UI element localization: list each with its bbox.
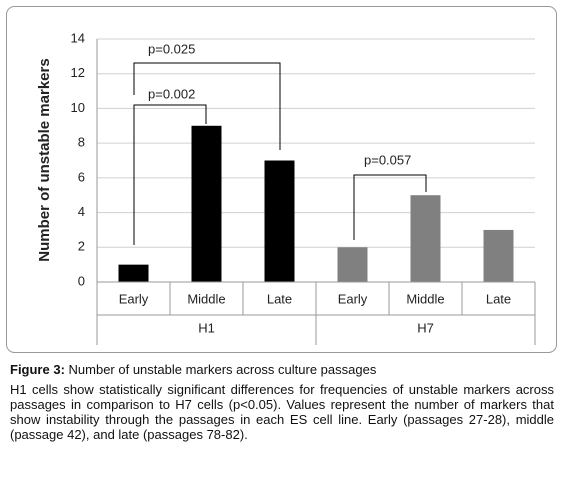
y-axis-title: Number of unstable markers [36,58,53,261]
chart: Number of unstable markers 0 2 4 6 8 10 12 14 H1… [6,6,557,353]
brackets [133,62,427,245]
bar [191,125,222,283]
bar [337,247,368,282]
x-tick-label: Late [267,291,292,306]
bar [118,264,149,282]
chart-border [6,6,557,353]
group-label: H7 [417,320,434,335]
caption-text: H1 cells show statistically significant … [10,382,554,442]
bar [264,160,295,282]
annotation: p=0.025 [148,41,195,56]
y-tick-label: 0 [78,273,85,288]
bracket [133,62,281,150]
y-tick-label: 10 [71,100,85,115]
x-tick-label: Middle [187,291,225,306]
y-tick-label: 12 [71,65,85,80]
y-tick-label: 6 [78,169,85,184]
x-tick-label: Early [338,291,368,306]
y-tick-label: 2 [78,239,85,254]
caption-label: Figure 3: [10,362,65,377]
bar [483,229,514,282]
y-tick-label: 8 [78,135,85,150]
bar [410,195,441,282]
bracket [133,104,207,245]
caption-title: Figure 3: Number of unstable markers acr… [10,362,554,377]
caption: Figure 3: Number of unstable markers acr… [10,362,554,447]
annotation: p=0.057 [364,152,411,167]
annotation: p=0.002 [148,86,195,101]
caption-heading: Number of unstable markers across cultur… [64,362,377,377]
x-tick-label: Late [486,291,511,306]
plot: 0 2 4 6 8 10 12 14 H1 Early Middle Late H7 Early Middl… [71,30,536,345]
x-tick-label: Middle [406,291,444,306]
y-tick-label: 4 [78,204,85,219]
bracket [353,174,427,240]
y-tick-label: 14 [71,30,85,45]
x-tick-label: Early [119,291,149,306]
group-label: H1 [198,320,215,335]
